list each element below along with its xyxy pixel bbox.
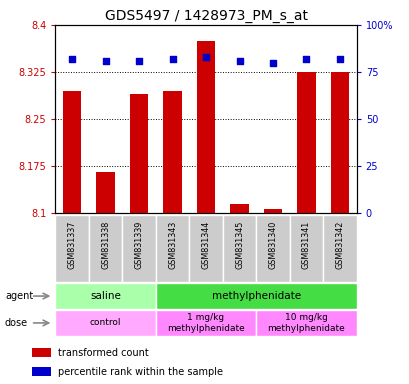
Point — [102, 58, 109, 64]
Bar — [222, 215, 256, 282]
Bar — [196, 41, 215, 213]
Point — [135, 58, 142, 64]
Bar — [122, 215, 155, 282]
Bar — [130, 94, 148, 213]
Text: percentile rank within the sample: percentile rank within the sample — [58, 367, 222, 377]
Text: dose: dose — [5, 318, 28, 328]
Text: transformed count: transformed count — [58, 348, 148, 358]
Text: GSM831342: GSM831342 — [335, 220, 344, 269]
Bar — [32, 367, 51, 376]
Bar — [55, 283, 155, 309]
Bar — [155, 283, 356, 309]
Text: GSM831337: GSM831337 — [67, 220, 76, 269]
Text: 1 mg/kg
methylphenidate: 1 mg/kg methylphenidate — [167, 313, 244, 333]
Bar — [289, 215, 322, 282]
Bar — [155, 310, 256, 336]
Text: GSM831339: GSM831339 — [134, 220, 143, 269]
Bar — [230, 204, 248, 213]
Bar — [263, 209, 281, 213]
Text: GSM831343: GSM831343 — [168, 220, 177, 269]
Title: GDS5497 / 1428973_PM_s_at: GDS5497 / 1428973_PM_s_at — [104, 8, 307, 23]
Bar — [55, 215, 89, 282]
Text: agent: agent — [5, 291, 33, 301]
Bar — [89, 215, 122, 282]
Text: control: control — [90, 318, 121, 328]
Text: GSM831345: GSM831345 — [234, 220, 243, 269]
Point — [169, 56, 175, 62]
Point — [336, 56, 342, 62]
Bar — [256, 215, 289, 282]
Bar — [256, 310, 356, 336]
Bar — [322, 215, 356, 282]
Point — [202, 54, 209, 60]
Text: methylphenidate: methylphenidate — [211, 291, 300, 301]
Bar — [63, 91, 81, 213]
Bar — [32, 348, 51, 357]
Bar — [55, 310, 155, 336]
Text: GSM831344: GSM831344 — [201, 220, 210, 269]
Bar — [189, 215, 222, 282]
Bar — [96, 172, 115, 213]
Bar — [155, 215, 189, 282]
Text: saline: saline — [90, 291, 121, 301]
Text: GSM831340: GSM831340 — [268, 220, 277, 269]
Point — [269, 60, 276, 66]
Bar — [163, 91, 181, 213]
Text: GSM831338: GSM831338 — [101, 220, 110, 269]
Point — [302, 56, 309, 62]
Point — [236, 58, 242, 64]
Text: GSM831341: GSM831341 — [301, 220, 310, 269]
Text: 10 mg/kg
methylphenidate: 10 mg/kg methylphenidate — [267, 313, 344, 333]
Bar — [297, 72, 315, 213]
Point — [69, 56, 75, 62]
Bar — [330, 72, 348, 213]
